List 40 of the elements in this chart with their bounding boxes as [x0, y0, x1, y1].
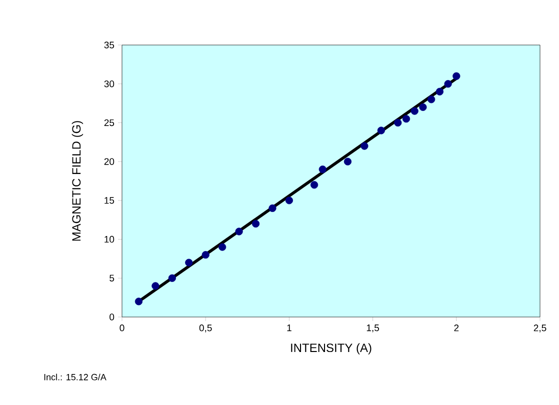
point [185, 258, 193, 266]
point [452, 72, 460, 80]
point [360, 142, 368, 150]
x-tick-label: 2,5 [534, 324, 546, 332]
point [318, 166, 326, 174]
y-tick-label: 35 [104, 42, 114, 48]
y-tick-label: 30 [104, 80, 114, 88]
point [152, 282, 160, 290]
point [268, 204, 276, 212]
point [436, 88, 444, 96]
point [235, 228, 243, 236]
x-axis-title: INTENSITY (A) [291, 343, 372, 354]
y-tick-label: 5 [110, 274, 114, 282]
y-axis-title: MAGNETIC FIELD (G) [72, 121, 84, 241]
x-tick-label: 1 [287, 324, 292, 332]
point [394, 118, 402, 127]
text: Incl.: 15.12 G/A [44, 374, 106, 380]
y-tick-label: 10 [104, 236, 114, 243]
x-tick-label: 2 [454, 324, 459, 332]
x-tick-label: 1,5 [366, 324, 380, 332]
point [419, 103, 427, 111]
y-tick-label: 15 [104, 197, 114, 204]
point [168, 274, 176, 282]
y-tick-label: 20 [104, 158, 114, 165]
point [218, 243, 226, 251]
y-tick-label: 25 [104, 119, 114, 126]
point [377, 126, 385, 134]
point [285, 196, 293, 204]
point [310, 181, 318, 189]
point [344, 158, 352, 166]
y-tick-label: 0 [110, 314, 114, 320]
x-tick-label: 0,5 [199, 324, 212, 332]
point [444, 80, 452, 88]
point [202, 251, 210, 259]
x-tick-label: 0 [120, 324, 124, 332]
point [134, 298, 143, 306]
point [428, 96, 436, 104]
point [402, 115, 410, 123]
point [410, 107, 418, 115]
point [252, 220, 260, 228]
